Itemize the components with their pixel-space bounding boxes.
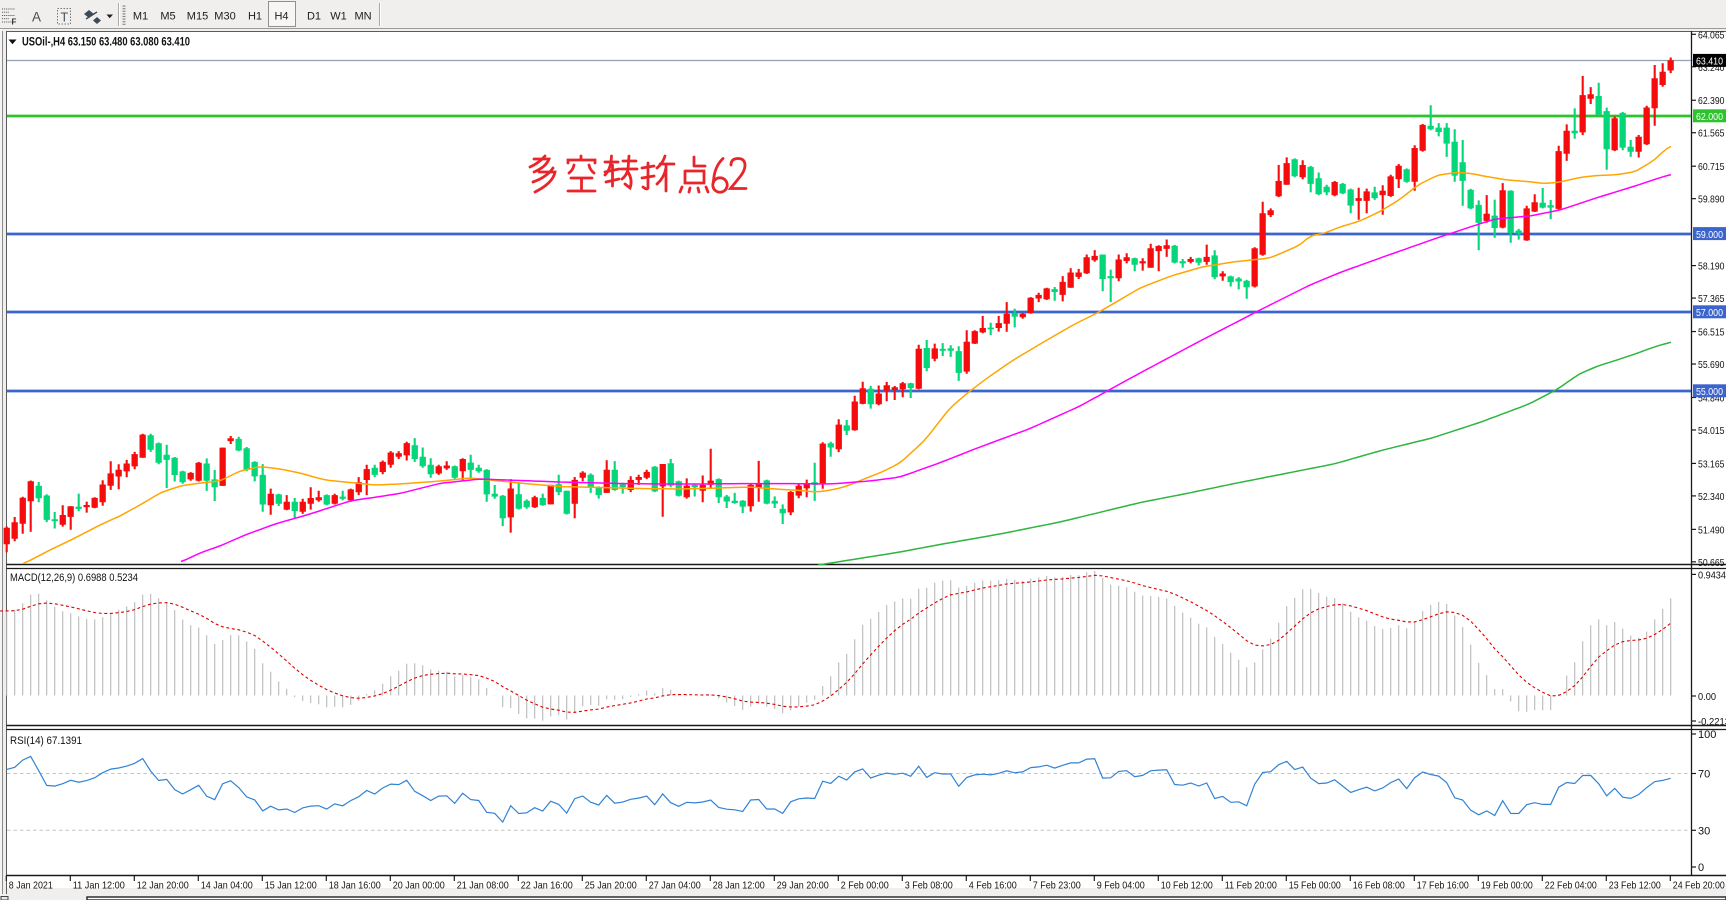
svg-text:F: F xyxy=(12,18,17,27)
svg-text:27 Jan 04:00: 27 Jan 04:00 xyxy=(649,880,701,892)
svg-text:61.565: 61.565 xyxy=(1698,128,1725,140)
svg-text:W1: W1 xyxy=(330,11,347,23)
svg-text:4 Feb 16:00: 4 Feb 16:00 xyxy=(969,880,1017,892)
svg-text:12 Jan 20:00: 12 Jan 20:00 xyxy=(137,880,189,892)
svg-text:USOil-,H4 63.150 63.480 63.08: USOil-,H4 63.150 63.480 63.080 63.410 xyxy=(22,35,190,49)
svg-text:28 Jan 12:00: 28 Jan 12:00 xyxy=(713,880,765,892)
svg-text:51.490: 51.490 xyxy=(1698,524,1725,536)
svg-text:52.340: 52.340 xyxy=(1698,491,1725,503)
svg-text:54.015: 54.015 xyxy=(1698,425,1725,437)
svg-text:60.715: 60.715 xyxy=(1698,161,1725,173)
svg-text:19 Feb 00:00: 19 Feb 00:00 xyxy=(1481,880,1533,892)
svg-text:M30: M30 xyxy=(214,11,235,23)
svg-text:-0.2213: -0.2213 xyxy=(1698,716,1726,728)
svg-text:56.515: 56.515 xyxy=(1698,327,1725,339)
svg-text:21 Jan 08:00: 21 Jan 08:00 xyxy=(457,880,509,892)
svg-text:7 Feb 23:00: 7 Feb 23:00 xyxy=(1033,880,1081,892)
svg-text:M5: M5 xyxy=(160,11,175,23)
svg-text:70: 70 xyxy=(1698,769,1710,781)
svg-text:3 Feb 08:00: 3 Feb 08:00 xyxy=(905,880,953,892)
svg-text:20 Jan 00:00: 20 Jan 00:00 xyxy=(393,880,445,892)
svg-text:0.00: 0.00 xyxy=(1698,691,1716,703)
svg-text:18 Jan 16:00: 18 Jan 16:00 xyxy=(329,880,381,892)
svg-text:62.000: 62.000 xyxy=(1696,111,1723,123)
svg-text:24 Feb 20:00: 24 Feb 20:00 xyxy=(1673,880,1725,892)
svg-text:M15: M15 xyxy=(187,11,208,23)
svg-text:57.365: 57.365 xyxy=(1698,293,1725,305)
svg-text:100: 100 xyxy=(1698,729,1716,741)
svg-text:16 Feb 08:00: 16 Feb 08:00 xyxy=(1353,880,1405,892)
svg-text:17 Feb 16:00: 17 Feb 16:00 xyxy=(1417,880,1469,892)
svg-text:22 Feb 04:00: 22 Feb 04:00 xyxy=(1545,880,1597,892)
svg-text:50.665: 50.665 xyxy=(1698,557,1725,569)
svg-text:9 Feb 04:00: 9 Feb 04:00 xyxy=(1097,880,1145,892)
svg-text:23 Feb 12:00: 23 Feb 12:00 xyxy=(1609,880,1661,892)
svg-text:M1: M1 xyxy=(133,11,148,23)
svg-text:14 Jan 04:00: 14 Jan 04:00 xyxy=(201,880,253,892)
svg-text:H4: H4 xyxy=(274,11,288,23)
svg-text:29 Jan 20:00: 29 Jan 20:00 xyxy=(777,880,829,892)
svg-text:63.410: 63.410 xyxy=(1696,56,1723,68)
svg-text:59.000: 59.000 xyxy=(1696,229,1723,241)
svg-text:15 Jan 12:00: 15 Jan 12:00 xyxy=(265,880,317,892)
svg-text:0.9434: 0.9434 xyxy=(1698,569,1726,581)
svg-text:58.190: 58.190 xyxy=(1698,261,1725,273)
svg-text:30: 30 xyxy=(1698,825,1710,837)
svg-text:H1: H1 xyxy=(248,11,262,23)
svg-text:53.165: 53.165 xyxy=(1698,458,1725,470)
svg-text:11 Jan 12:00: 11 Jan 12:00 xyxy=(73,880,125,892)
svg-text:10 Feb 12:00: 10 Feb 12:00 xyxy=(1161,880,1213,892)
svg-text:22 Jan 16:00: 22 Jan 16:00 xyxy=(521,880,573,892)
svg-text:RSI(14) 67.1391: RSI(14) 67.1391 xyxy=(10,735,82,747)
svg-text:0: 0 xyxy=(1698,862,1704,874)
svg-text:59.890: 59.890 xyxy=(1698,194,1725,206)
svg-text:MN: MN xyxy=(354,11,371,23)
svg-text:8 Jan 2021: 8 Jan 2021 xyxy=(9,880,53,892)
svg-text:15 Feb 00:00: 15 Feb 00:00 xyxy=(1289,880,1341,892)
svg-text:62.390: 62.390 xyxy=(1698,95,1725,107)
svg-text:11 Feb 20:00: 11 Feb 20:00 xyxy=(1225,880,1277,892)
svg-text:A: A xyxy=(32,10,41,25)
svg-text:55.690: 55.690 xyxy=(1698,359,1725,371)
svg-text:T: T xyxy=(61,11,69,25)
svg-text:57.000: 57.000 xyxy=(1696,307,1723,319)
svg-text:MACD(12,26,9) 0.6988 0.5234: MACD(12,26,9) 0.6988 0.5234 xyxy=(10,572,138,584)
svg-text:2 Feb 00:00: 2 Feb 00:00 xyxy=(841,880,889,892)
svg-text:64.065: 64.065 xyxy=(1698,29,1725,41)
svg-text:D1: D1 xyxy=(307,11,321,23)
svg-text:55.000: 55.000 xyxy=(1696,386,1723,398)
svg-text:25 Jan 20:00: 25 Jan 20:00 xyxy=(585,880,637,892)
